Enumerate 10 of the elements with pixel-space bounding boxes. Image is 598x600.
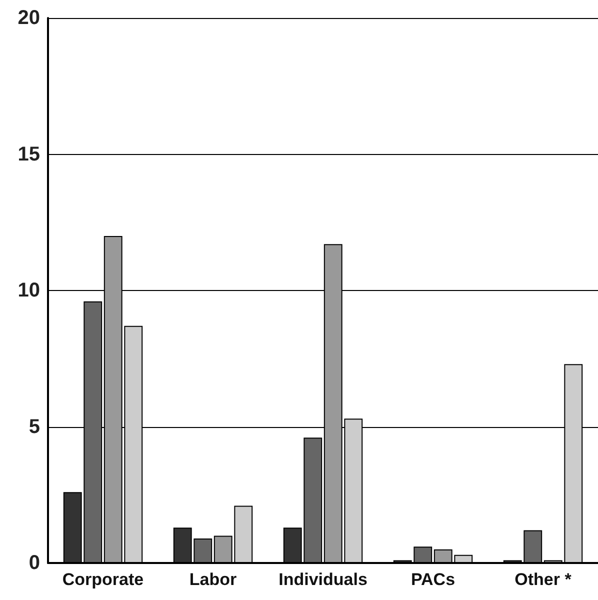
x-tick-label: Individuals <box>278 570 368 589</box>
y-tick-label: 20 <box>18 7 40 29</box>
x-tick-label: PACs <box>410 570 456 589</box>
x-tick-label: Labor <box>189 570 237 589</box>
y-tick-label: 15 <box>18 143 40 166</box>
y-tick-label: 10 <box>18 280 40 302</box>
y-tick-label: 5 <box>28 416 40 438</box>
x-tick-label: Corporate <box>62 570 144 589</box>
x-tick-label: Other * <box>514 570 572 589</box>
y-tick-label: 0 <box>28 552 40 574</box>
